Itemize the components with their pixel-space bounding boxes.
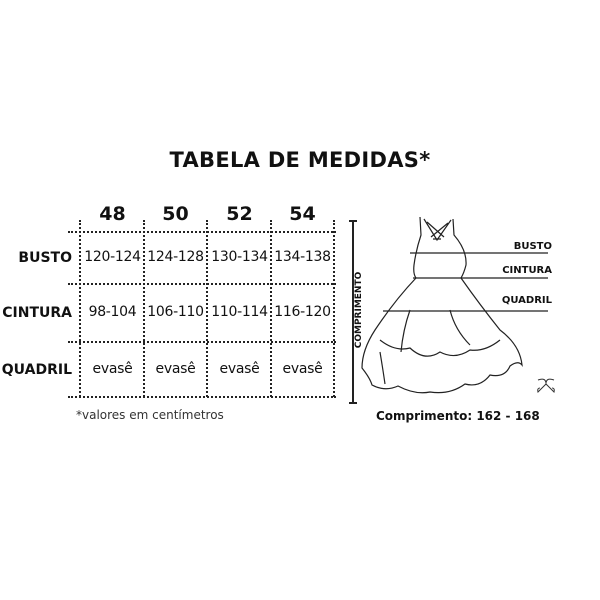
divider (270, 220, 272, 397)
table-cell: evasê (282, 361, 323, 377)
divider (68, 283, 336, 285)
table-cell: 134-138 (274, 249, 331, 265)
length-axis-label: COMPRIMENTO (354, 271, 364, 349)
divider (68, 341, 336, 343)
page-title: TABELA DE MEDIDAS* (169, 148, 431, 172)
table-cell: evasê (155, 361, 196, 377)
divider (333, 220, 335, 397)
table-cell: 110-114 (211, 304, 268, 320)
row-label-busto: BUSTO (18, 250, 72, 266)
table-cell: 124-128 (147, 249, 204, 265)
label-cintura: CINTURA (502, 265, 552, 276)
label-quadril: QUADRIL (501, 295, 552, 306)
table-cell: 130-134 (211, 249, 268, 265)
table-cell: 98-104 (88, 304, 137, 320)
label-busto: BUSTO (513, 241, 552, 252)
size-header: 52 (226, 203, 253, 225)
table-cell: 116-120 (274, 304, 331, 320)
divider (68, 396, 336, 398)
divider (206, 220, 208, 397)
table-cell: 120-124 (84, 249, 141, 265)
size-header: 50 (162, 203, 189, 225)
table-cell: 106-110 (147, 304, 204, 320)
table-cell: evasê (92, 361, 133, 377)
size-header: 54 (289, 203, 316, 225)
divider (68, 231, 336, 233)
divider (79, 220, 81, 397)
length-text: Comprimento: 162 - 168 (376, 409, 540, 423)
ornamental-logo-icon (537, 378, 555, 393)
row-label-cintura: CINTURA (2, 305, 72, 321)
divider (143, 220, 145, 397)
size-header: 48 (99, 203, 126, 225)
row-label-quadril: QUADRIL (1, 362, 72, 378)
table-cell: evasê (219, 361, 260, 377)
units-note: *valores em centímetros (76, 408, 224, 422)
